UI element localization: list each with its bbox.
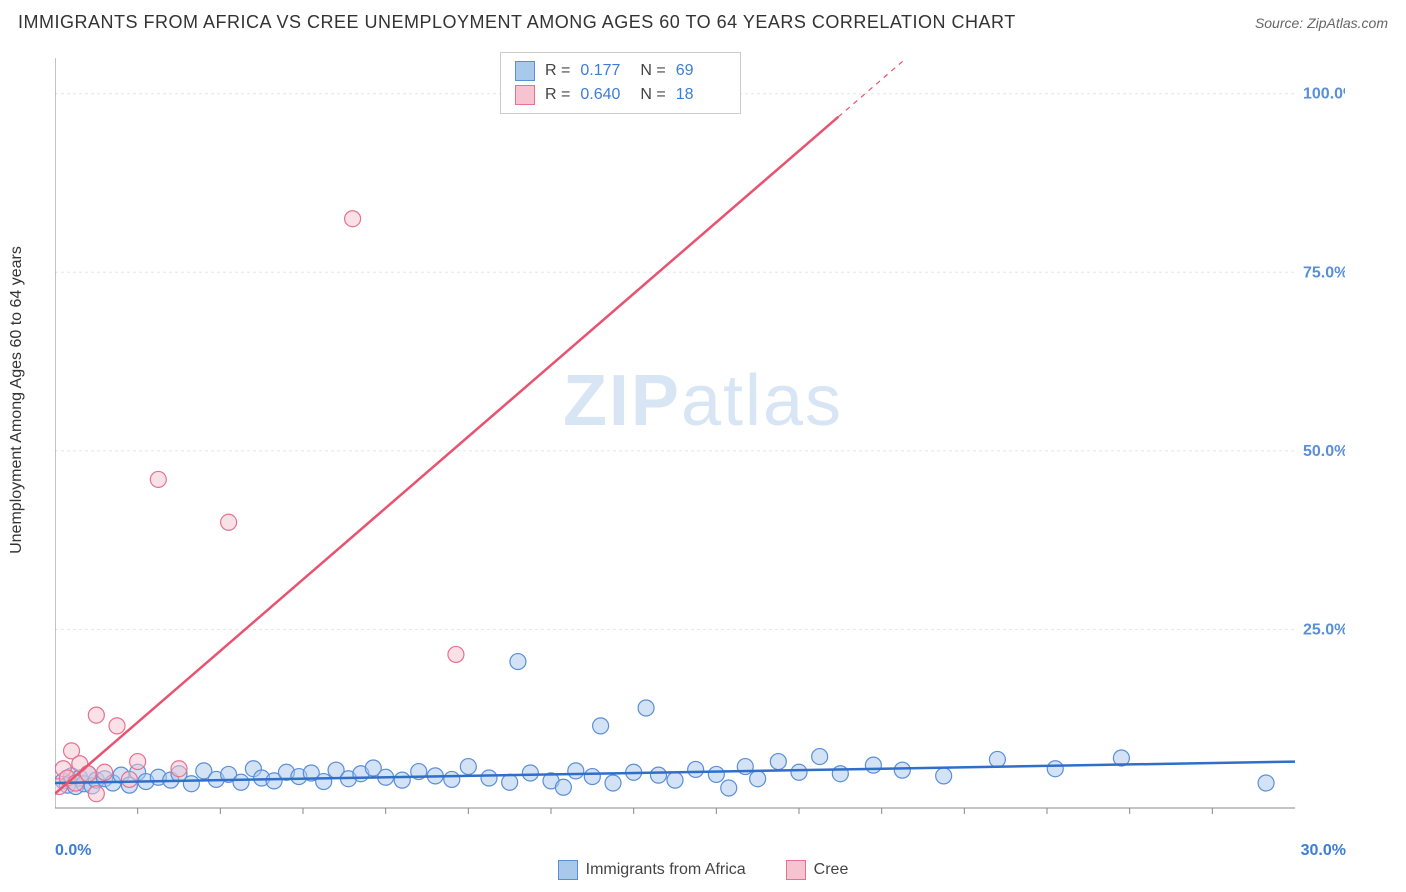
stats-swatch-icon — [515, 85, 535, 105]
svg-text:75.0%: 75.0% — [1303, 264, 1345, 281]
svg-text:50.0%: 50.0% — [1303, 443, 1345, 460]
n-value: 18 — [676, 86, 726, 104]
stats-row: R = 0.177 N = 69 — [515, 59, 726, 83]
n-label: N = — [640, 62, 665, 80]
legend-swatch-icon — [786, 860, 806, 880]
svg-text:25.0%: 25.0% — [1303, 621, 1345, 638]
n-value: 69 — [676, 62, 726, 80]
chart-title: IMMIGRANTS FROM AFRICA VS CREE UNEMPLOYM… — [18, 12, 1016, 33]
r-label: R = — [545, 86, 570, 104]
r-value: 0.640 — [580, 86, 630, 104]
scatter-chart: 25.0% 50.0% 75.0% 100.0% — [55, 48, 1345, 828]
r-label: R = — [545, 62, 570, 80]
legend-item: Immigrants from Africa — [558, 860, 746, 880]
x-axis-tick-max: 30.0% — [1301, 842, 1346, 860]
source-attribution: Source: ZipAtlas.com — [1255, 15, 1388, 31]
legend-swatch-icon — [558, 860, 578, 880]
y-axis-label: Unemployment Among Ages 60 to 64 years — [8, 246, 26, 554]
correlation-stats-box: R = 0.177 N = 69 R = 0.640 N = 18 — [500, 52, 741, 114]
stats-swatch-icon — [515, 61, 535, 81]
r-value: 0.177 — [580, 62, 630, 80]
n-label: N = — [640, 86, 665, 104]
legend-label: Cree — [814, 861, 849, 879]
header: IMMIGRANTS FROM AFRICA VS CREE UNEMPLOYM… — [18, 12, 1388, 33]
bottom-legend: Immigrants from Africa Cree — [0, 860, 1406, 880]
stats-row: R = 0.640 N = 18 — [515, 83, 726, 107]
x-axis-tick-min: 0.0% — [55, 842, 91, 860]
legend-label: Immigrants from Africa — [586, 861, 746, 879]
svg-text:100.0%: 100.0% — [1303, 86, 1345, 103]
legend-item: Cree — [786, 860, 849, 880]
